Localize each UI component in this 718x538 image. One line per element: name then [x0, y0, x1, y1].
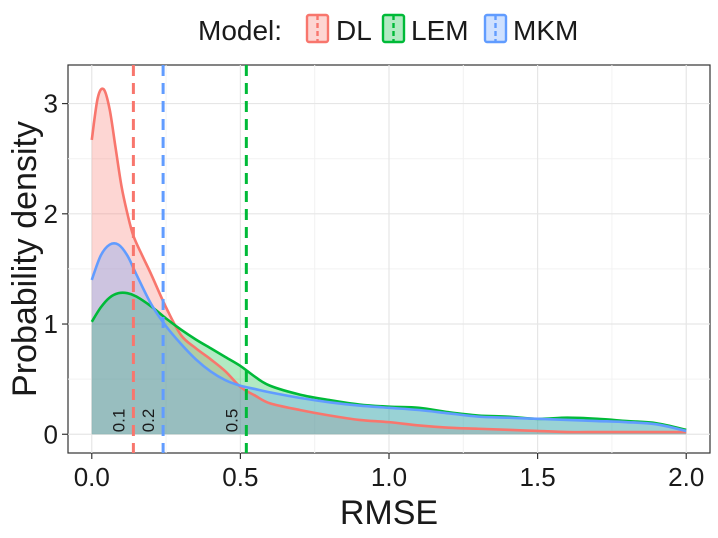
density-area-lem	[91, 292, 687, 435]
y-tick-label: 0	[44, 419, 58, 449]
x-axis: 0.0 0.5 1.0 1.5 2.0	[74, 453, 704, 492]
legend-entry-mkm: MKM	[483, 13, 578, 46]
x-tick-label: 1.0	[371, 462, 407, 492]
x-tick-label: 0.0	[74, 462, 110, 492]
legend-entries: DL LEM MKM	[305, 13, 578, 46]
mean-label-lem: 0.5	[222, 409, 241, 433]
legend: Model: DL LEM MKM	[198, 13, 578, 46]
x-axis-title: RMSE	[340, 494, 438, 532]
y-axis: 0 1 2 3	[44, 89, 68, 449]
legend-label-lem: LEM	[411, 15, 469, 46]
legend-title: Model:	[198, 15, 282, 46]
grid-lines	[68, 65, 710, 453]
x-tick-label: 2.0	[668, 462, 704, 492]
x-tick-label: 1.5	[520, 462, 556, 492]
y-tick-label: 2	[44, 199, 58, 229]
y-tick-label: 3	[44, 89, 58, 119]
reference-lines: 0.1 0.2 0.5	[109, 65, 248, 453]
legend-label-dl: DL	[336, 15, 372, 46]
density-area-dl	[91, 88, 687, 435]
mean-label-dl: 0.1	[109, 409, 128, 433]
legend-entry-lem: LEM	[381, 13, 469, 46]
y-axis-title: Probability density	[6, 121, 44, 397]
legend-entry-dl: DL	[305, 13, 372, 46]
mean-label-mkm: 0.2	[139, 409, 158, 433]
legend-label-mkm: MKM	[513, 15, 578, 46]
y-tick-label: 1	[44, 309, 58, 339]
x-tick-label: 0.5	[222, 462, 258, 492]
